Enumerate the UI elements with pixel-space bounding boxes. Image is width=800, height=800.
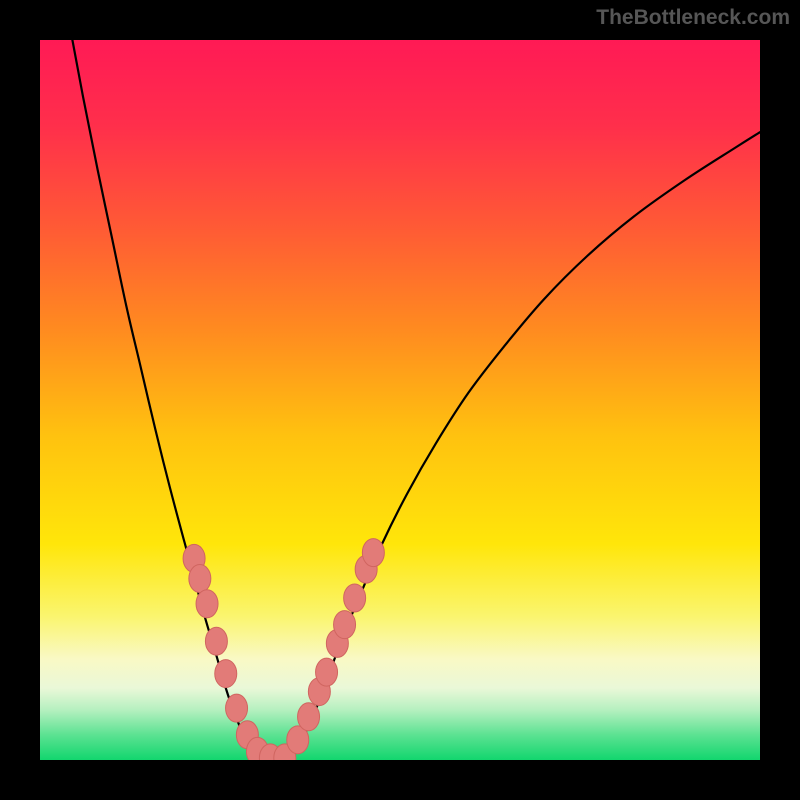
data-marker [298, 703, 320, 731]
data-marker [196, 590, 218, 618]
data-marker [205, 627, 227, 655]
data-marker [316, 658, 338, 686]
plot-svg [40, 40, 760, 760]
watermark-text: TheBottleneck.com [596, 6, 790, 30]
data-marker [226, 694, 248, 722]
data-marker [334, 611, 356, 639]
plot-area [40, 40, 760, 760]
data-marker [189, 565, 211, 593]
data-marker [344, 584, 366, 612]
data-marker [362, 539, 384, 567]
data-marker [215, 660, 237, 688]
chart-container: TheBottleneck.com [0, 0, 800, 800]
